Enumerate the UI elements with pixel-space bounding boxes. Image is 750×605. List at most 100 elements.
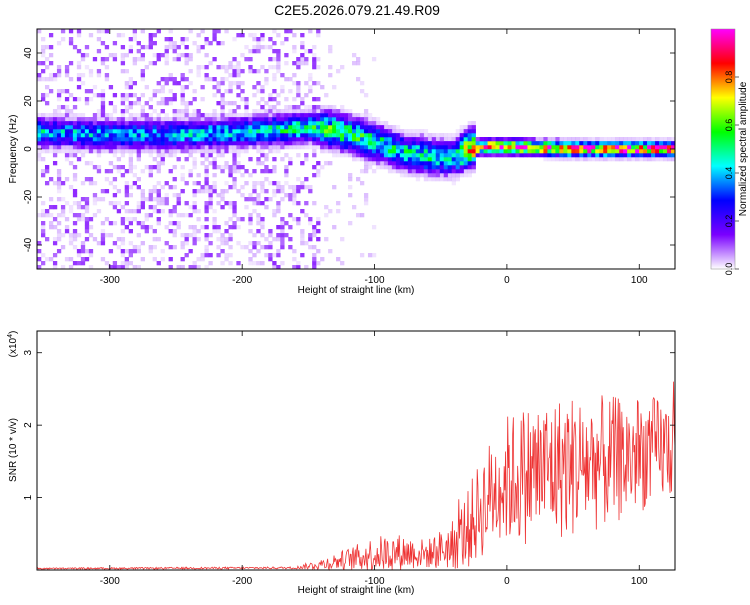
spectrogram-cell: [363, 197, 369, 202]
snr-y-tick-label: 3: [23, 350, 34, 356]
spectrogram-cell: [332, 113, 337, 118]
spectrogram-cell: [272, 193, 277, 198]
spectrogram-cell: [252, 125, 257, 130]
spectrogram-cell: [100, 57, 106, 62]
spectrogram-cell: [236, 165, 241, 170]
spectrogram-cell: [128, 81, 133, 86]
spectrogram-cell: [84, 209, 90, 214]
spectrogram-cell: [292, 137, 297, 142]
spectrogram-cell: [44, 125, 50, 130]
spectrogram-cell: [104, 77, 110, 82]
spectrogram-cell: [439, 141, 445, 146]
spectrogram-cell: [300, 129, 305, 134]
spectrogram-cell: [76, 137, 82, 142]
spectrogram-cell: [332, 117, 337, 122]
spectrogram-cell: [459, 145, 464, 150]
spectrogram-cell: [336, 125, 341, 130]
spectrogram-cell: [535, 149, 540, 154]
spectrogram-cell: [280, 117, 285, 122]
spectrogram-cell: [555, 153, 560, 158]
spectrogram-cell: [76, 141, 82, 146]
spectrogram-cell: [104, 217, 110, 222]
spectrogram-cell: [37, 125, 42, 130]
spectrogram-cell: [180, 89, 185, 94]
spectrogram-cell: [371, 125, 377, 130]
spectrogram-cell: [387, 125, 393, 130]
spectrogram-cell: [212, 85, 217, 90]
spectrogram-cell: [491, 153, 496, 158]
spectrogram-cell: [292, 193, 297, 198]
spectrogram-cell: [37, 157, 42, 162]
spectrogram-cell: [419, 145, 425, 150]
colorbar-ticks: 0.00.20.40.60.8: [724, 71, 739, 275]
spectrogram-cell: [300, 41, 305, 46]
spectrogram-cell: [176, 53, 181, 58]
spectrogram-cell: [216, 29, 221, 34]
spectrogram-cell: [40, 173, 46, 178]
spectrogram-cell: [132, 33, 137, 38]
spectrogram-cell: [411, 145, 417, 150]
spectrogram-cell: [304, 109, 309, 114]
spectrogram-cell: [483, 145, 488, 150]
spectrogram-cell: [252, 185, 257, 190]
spectrogram-cell: [515, 153, 520, 158]
spectrogram-cell: [387, 165, 393, 170]
spectrogram-cell: [336, 69, 341, 74]
spectrogram-cell: [236, 113, 241, 118]
spectrogram-cell: [104, 233, 110, 238]
spectrogram-cell: [296, 89, 301, 94]
spectrogram-cell: [128, 77, 133, 82]
spectrogram-cell: [519, 153, 524, 158]
spectrogram-cell: [320, 129, 325, 134]
spectrogram-cell: [68, 257, 74, 262]
spectrogram-cell: [567, 149, 572, 154]
spectrogram-cell: [100, 29, 106, 34]
spectrogram-frame: [36, 28, 676, 270]
spectrogram-cell: [252, 241, 257, 246]
spectrogram-cell: [280, 73, 285, 78]
spectrogram-cell: [276, 61, 281, 66]
spectrogram-cell: [324, 145, 329, 150]
spectrogram-cell: [176, 121, 181, 126]
spectrogram-cell: [252, 33, 257, 38]
spectrogram-cell: [200, 121, 205, 126]
spectrogram-cell: [192, 201, 197, 206]
spectrogram-cell: [363, 201, 369, 206]
spectrogram-cell: [531, 137, 536, 142]
spectrogram-cell: [459, 165, 464, 170]
spectrogram-cell: [208, 189, 213, 194]
spectrogram-cell: [316, 81, 321, 86]
spectrogram-cell: [212, 109, 217, 114]
spectrogram-cell: [196, 109, 201, 114]
spectrogram-cell: [455, 149, 460, 154]
spectrogram-cell: [367, 141, 373, 146]
spectrogram-cell: [72, 141, 78, 146]
spectrogram-cells: [37, 29, 676, 270]
spectrogram-cell: [168, 117, 173, 122]
spectrogram-cell: [152, 121, 157, 126]
spectrogram-cell: [300, 229, 305, 234]
spectrogram-cell: [184, 53, 189, 58]
spectrogram-cell: [164, 153, 169, 158]
spectrogram-cell: [359, 153, 365, 158]
spectrogram-cell: [268, 125, 273, 130]
spectrogram-cell: [256, 141, 261, 146]
spectrogram-cell: [411, 133, 417, 138]
spectrogram-cell: [571, 145, 576, 150]
spectrogram-cell: [76, 125, 82, 130]
spectrogram-cell: [156, 129, 161, 134]
spectrogram-cell: [272, 141, 277, 146]
spectrogram-cell: [188, 125, 193, 130]
spectrogram-cell: [124, 169, 130, 174]
spectrogram-cell: [116, 169, 122, 174]
spectrogram-cell: [427, 145, 433, 150]
spectrogram-cell: [144, 125, 149, 130]
spectrogram-cell: [391, 165, 397, 170]
spectrogram-cell: [124, 117, 130, 122]
spectrogram-cell: [475, 153, 480, 158]
spectrogram-cell: [196, 129, 201, 134]
spectrogram-cell: [180, 233, 185, 238]
spectrogram-cell: [451, 141, 456, 146]
spectrogram-cell: [72, 113, 78, 118]
spectrogram-cell: [367, 149, 373, 154]
